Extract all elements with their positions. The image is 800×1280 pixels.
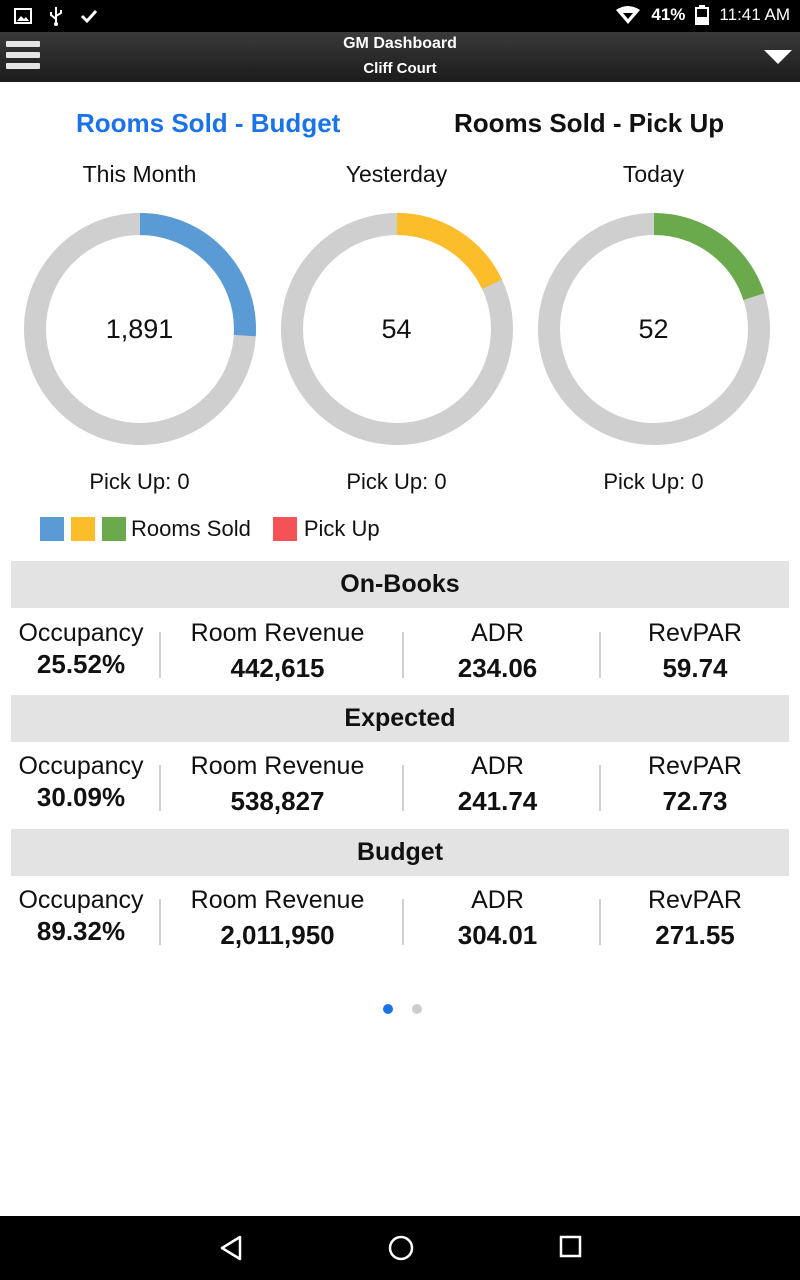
- metric-revpar: RevPAR 72.73: [600, 751, 790, 817]
- metric-label: RevPAR: [647, 752, 742, 780]
- metric-occupancy: Occupancy 89.32%: [10, 885, 152, 947]
- divider: [402, 765, 404, 811]
- metrics-row-expected: Occupancy 30.09% Room Revenue 538,827 AD…: [0, 751, 800, 837]
- divider: [159, 765, 161, 811]
- pickup-label: Pick Up: 0: [346, 469, 447, 494]
- donut-arc-rooms-sold: [23, 213, 256, 445]
- donut-label: Yesterday: [345, 161, 448, 187]
- metric-label: Occupancy: [18, 619, 144, 647]
- metric-label: RevPAR: [647, 886, 742, 914]
- usb-icon: [50, 7, 62, 26]
- chevron-down-icon[interactable]: [764, 50, 792, 64]
- divider: [402, 632, 404, 678]
- metric-label: Occupancy: [18, 886, 144, 914]
- donut-arc-rooms-sold: [280, 213, 513, 445]
- legend-swatch-blue: [40, 517, 64, 541]
- divider: [159, 632, 161, 678]
- divider: [599, 765, 601, 811]
- metric-label: ADR: [471, 619, 524, 647]
- wifi-icon: [616, 6, 641, 24]
- metric-label: Room Revenue: [190, 752, 365, 780]
- metric-label: Room Revenue: [190, 619, 365, 647]
- legend-swatch-green: [102, 517, 126, 541]
- page-indicator: [383, 1004, 422, 1014]
- legend-label-pickup: Pick Up: [303, 516, 380, 541]
- section-header-budget: Budget: [11, 829, 789, 876]
- system-nav-bar: [0, 1216, 800, 1280]
- legend-swatch-red: [272, 517, 297, 541]
- metric-room-revenue: Room Revenue 538,827: [165, 751, 390, 817]
- app-title: GM Dashboard: [343, 35, 457, 52]
- metric-adr: ADR 304.01: [405, 885, 590, 951]
- metric-value: 2,011,950: [220, 920, 335, 950]
- metric-value: 304.01: [457, 920, 538, 950]
- metric-adr: ADR 241.74: [405, 751, 590, 817]
- app-bar: GM Dashboard Cliff Court: [0, 32, 800, 82]
- legend-swatch-yellow: [71, 517, 95, 541]
- donut-this-month: This Month 1,891 Pick Up: 0: [11, 158, 268, 495]
- metric-value: 25.52%: [36, 649, 126, 679]
- section-header-expected: Expected: [11, 695, 789, 742]
- metric-revpar: RevPAR 271.55: [600, 885, 790, 951]
- status-bar: 41% 11:41 AM: [0, 0, 800, 32]
- metric-label: ADR: [471, 886, 524, 914]
- metric-label: ADR: [471, 752, 524, 780]
- donut-value: 1,891: [105, 314, 174, 344]
- metrics-row-budget: Occupancy 89.32% Room Revenue 2,011,950 …: [0, 885, 800, 971]
- tab-rooms-sold-budget[interactable]: Rooms Sold - Budget: [76, 108, 341, 138]
- metric-value: 241.74: [457, 786, 538, 816]
- pickup-label: Pick Up: 0: [89, 469, 190, 494]
- donut-arc-rooms-sold: [537, 213, 770, 445]
- clock: 11:41 AM: [719, 5, 790, 24]
- donut-value: 52: [638, 314, 669, 344]
- battery-percent: 41%: [651, 5, 686, 24]
- metric-value: 59.74: [662, 653, 728, 683]
- donut-today: Today 52 Pick Up: 0: [525, 158, 782, 495]
- check-icon: [80, 9, 98, 24]
- image-icon: [14, 8, 32, 24]
- page-dot[interactable]: [412, 1004, 422, 1014]
- donut-value: 54: [381, 314, 412, 344]
- legend-label-rooms-sold: Rooms Sold: [131, 516, 251, 541]
- menu-icon[interactable]: [6, 41, 40, 73]
- pickup-label: Pick Up: 0: [603, 469, 704, 494]
- home-icon[interactable]: [387, 1234, 415, 1262]
- metric-value: 271.55: [655, 920, 735, 950]
- metric-occupancy: Occupancy 30.09%: [10, 751, 152, 813]
- divider: [159, 899, 161, 945]
- donut-label: Today: [622, 161, 685, 187]
- battery-icon: [695, 5, 710, 25]
- metrics-row-on-books: Occupancy 25.52% Room Revenue 442,615 AD…: [0, 618, 800, 704]
- page-dot-active[interactable]: [383, 1004, 393, 1014]
- metric-value: 30.09%: [36, 782, 126, 812]
- property-name: Cliff Court: [363, 60, 437, 77]
- metric-value: 538,827: [230, 786, 325, 816]
- metric-room-revenue: Room Revenue 2,011,950: [165, 885, 390, 951]
- metric-value: 72.73: [662, 786, 728, 816]
- metric-label: Room Revenue: [190, 886, 365, 914]
- metric-revpar: RevPAR 59.74: [600, 618, 790, 684]
- metric-label: Occupancy: [18, 752, 144, 780]
- back-icon[interactable]: [218, 1234, 244, 1262]
- donut-yesterday: Yesterday 54 Pick Up: 0: [268, 158, 525, 495]
- metric-value: 234.06: [457, 653, 538, 683]
- metric-occupancy: Occupancy 25.52%: [10, 618, 152, 680]
- metric-value: 89.32%: [36, 916, 126, 946]
- metric-label: RevPAR: [647, 619, 742, 647]
- metric-value: 442,615: [230, 653, 325, 683]
- section-header-on-books: On-Books: [11, 561, 789, 608]
- metric-room-revenue: Room Revenue 442,615: [165, 618, 390, 684]
- recents-icon[interactable]: [559, 1235, 583, 1259]
- metric-adr: ADR 234.06: [405, 618, 590, 684]
- divider: [599, 632, 601, 678]
- divider: [402, 899, 404, 945]
- donut-label: This Month: [82, 161, 197, 187]
- divider: [599, 899, 601, 945]
- legend: Rooms Sold Pick Up: [40, 516, 380, 542]
- tab-rooms-sold-pickup[interactable]: Rooms Sold - Pick Up: [454, 108, 725, 138]
